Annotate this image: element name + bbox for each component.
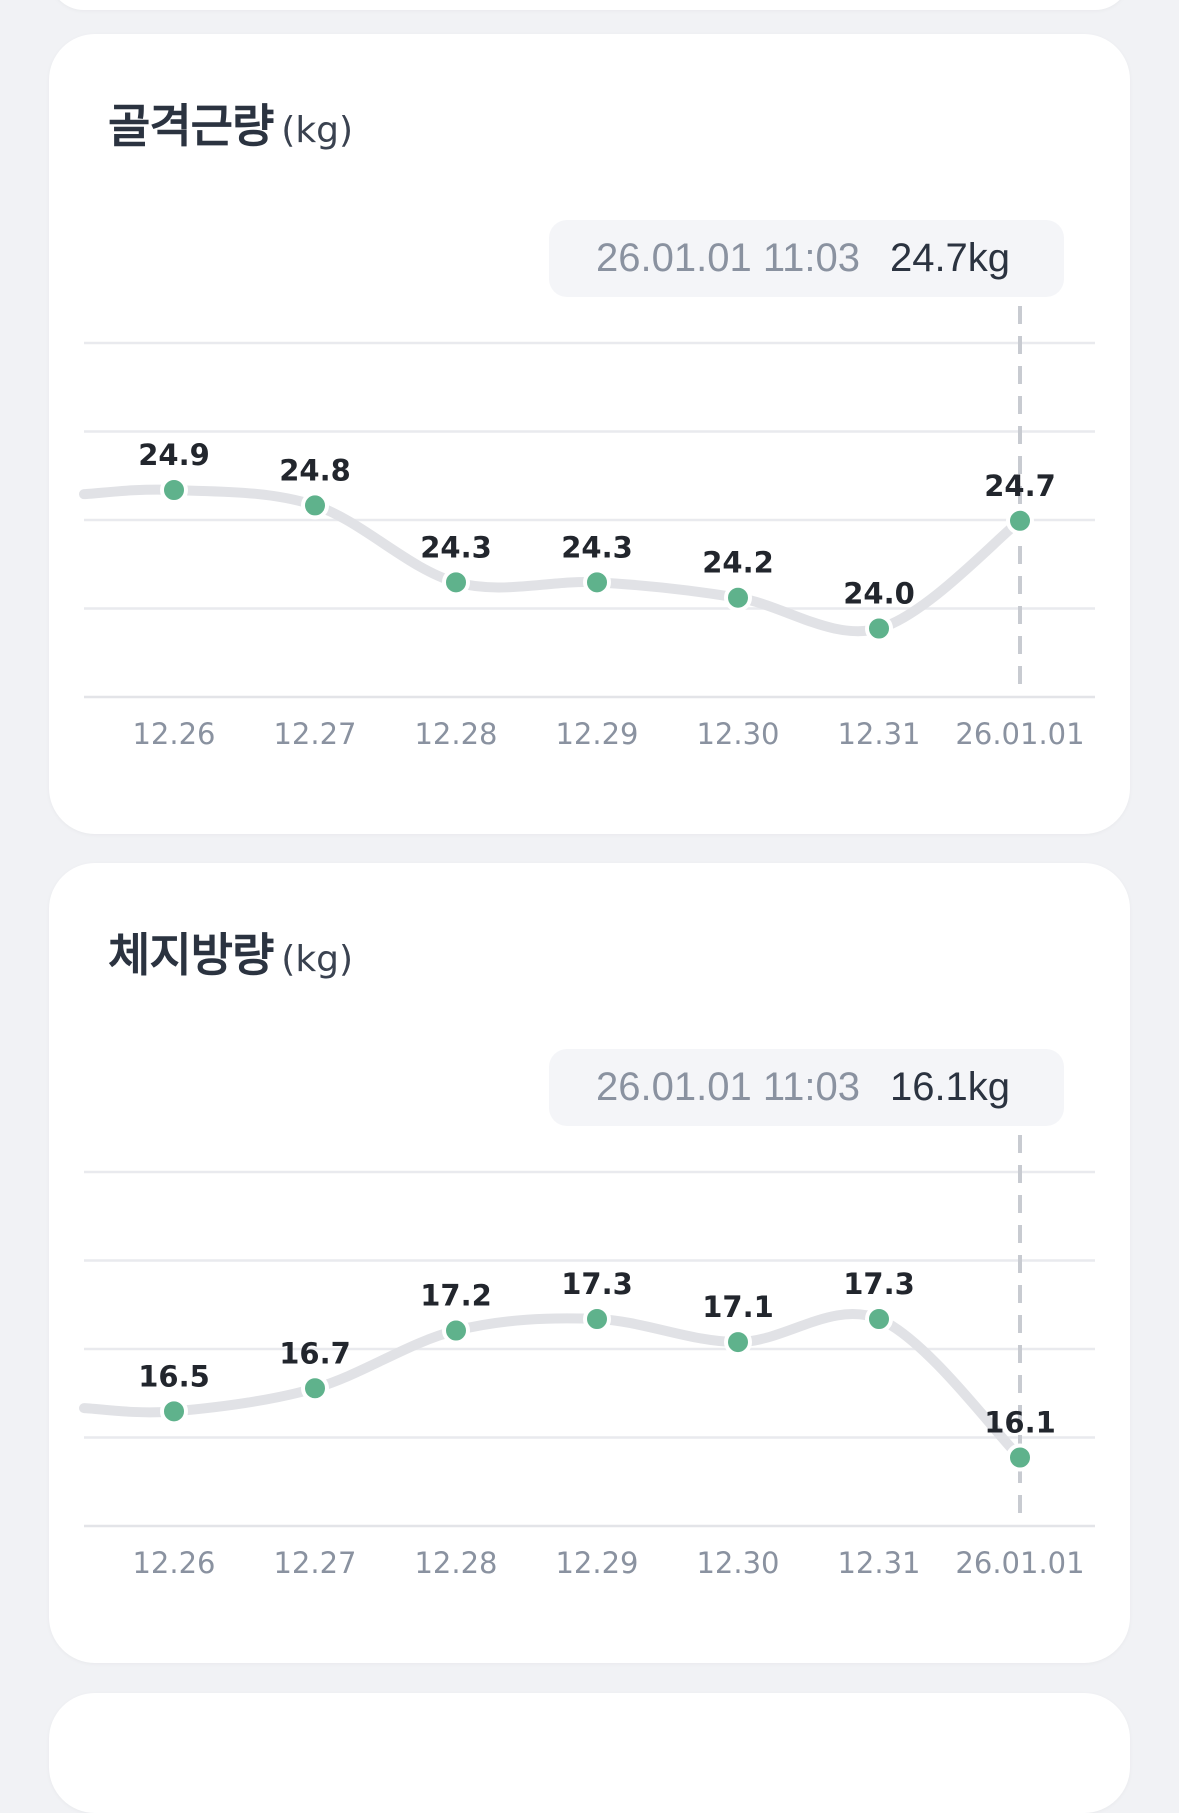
x-axis-tick-label: 12.27 (273, 1546, 356, 1580)
data-point (583, 568, 611, 597)
previous-card (49, 0, 1130, 10)
selected-point-tooltip: 26.01.01 11:03 16.1kg (549, 1049, 1064, 1126)
data-point (442, 1316, 470, 1345)
x-axis-tick-label: 26.01.01 (955, 1546, 1084, 1580)
data-label: 24.0 (843, 577, 915, 611)
data-label: 16.1 (984, 1406, 1056, 1440)
skeletal-muscle-card: 골격근량 (kg) 26.01.01 11:03 24.7kg 24.9 12.2… (49, 34, 1130, 834)
data-label: 17.2 (420, 1279, 492, 1313)
chart-unit: (kg) (281, 110, 354, 151)
chart-title: 골격근량 (108, 99, 274, 153)
trend-line (79, 1309, 1025, 1463)
body-fat-card: 체지방량 (kg) 26.01.01 11:03 16.1kg 16.5 12.2… (49, 863, 1130, 1663)
data-point (724, 583, 752, 612)
next-card (49, 1693, 1130, 1813)
data-label: 24.3 (420, 530, 492, 564)
data-point (1006, 1443, 1034, 1472)
data-label: 24.3 (561, 530, 633, 564)
selected-point-tooltip: 26.01.01 11:03 24.7kg (549, 220, 1064, 297)
chart-unit: (kg) (281, 939, 354, 980)
x-axis-tick-label: 12.28 (414, 1546, 497, 1580)
data-label: 24.7 (984, 469, 1056, 503)
data-point (583, 1305, 611, 1333)
data-label: 24.8 (279, 453, 351, 487)
data-label: 24.9 (138, 438, 210, 472)
x-axis-tick-label: 12.31 (837, 717, 920, 751)
x-axis-tick-label: 12.27 (273, 717, 356, 751)
x-axis-tick-label: 26.01.01 (955, 717, 1084, 751)
chart-title: 체지방량 (108, 928, 274, 982)
data-label: 17.3 (561, 1267, 633, 1301)
x-axis-tick-label: 12.30 (696, 1546, 779, 1580)
tooltip-value: 24.7kg (889, 236, 1011, 280)
body-fat-line-chart[interactable]: 16.5 12.26 16.7 12.27 17.2 12.28 17.3 12.29 17.1… (49, 863, 1130, 1663)
data-label: 24.2 (702, 546, 774, 580)
skeletal-muscle-line-chart[interactable]: 24.9 12.26 24.8 12.27 24.3 12.28 24.3 12.29 24.2… (49, 34, 1130, 834)
data-label: 16.7 (279, 1336, 351, 1370)
tooltip-value: 16.1kg (889, 1065, 1011, 1109)
card-title: 체지방량 (kg) (108, 919, 353, 985)
data-point (865, 614, 893, 643)
data-point (1006, 506, 1034, 535)
data-point (301, 491, 329, 520)
x-axis-tick-label: 12.29 (555, 1546, 638, 1580)
data-point (160, 476, 188, 504)
data-label: 17.1 (702, 1290, 774, 1324)
tooltip-datetime: 26.01.01 11:03 (596, 236, 860, 280)
data-label: 17.3 (843, 1267, 915, 1301)
tooltip-datetime: 26.01.01 11:03 (596, 1065, 860, 1109)
card-title: 골격근량 (kg) (108, 90, 353, 156)
data-label: 16.5 (138, 1359, 210, 1393)
x-axis-tick-label: 12.26 (132, 717, 215, 751)
data-point (301, 1374, 329, 1403)
x-axis-tick-label: 12.28 (414, 717, 497, 751)
x-axis-tick-label: 12.30 (696, 717, 779, 751)
x-axis-tick-label: 12.31 (837, 1546, 920, 1580)
data-point (442, 568, 470, 597)
x-axis-tick-label: 12.29 (555, 717, 638, 751)
data-point (160, 1397, 188, 1426)
data-point (865, 1305, 893, 1333)
data-point (724, 1328, 752, 1357)
x-axis-tick-label: 12.26 (132, 1546, 215, 1580)
